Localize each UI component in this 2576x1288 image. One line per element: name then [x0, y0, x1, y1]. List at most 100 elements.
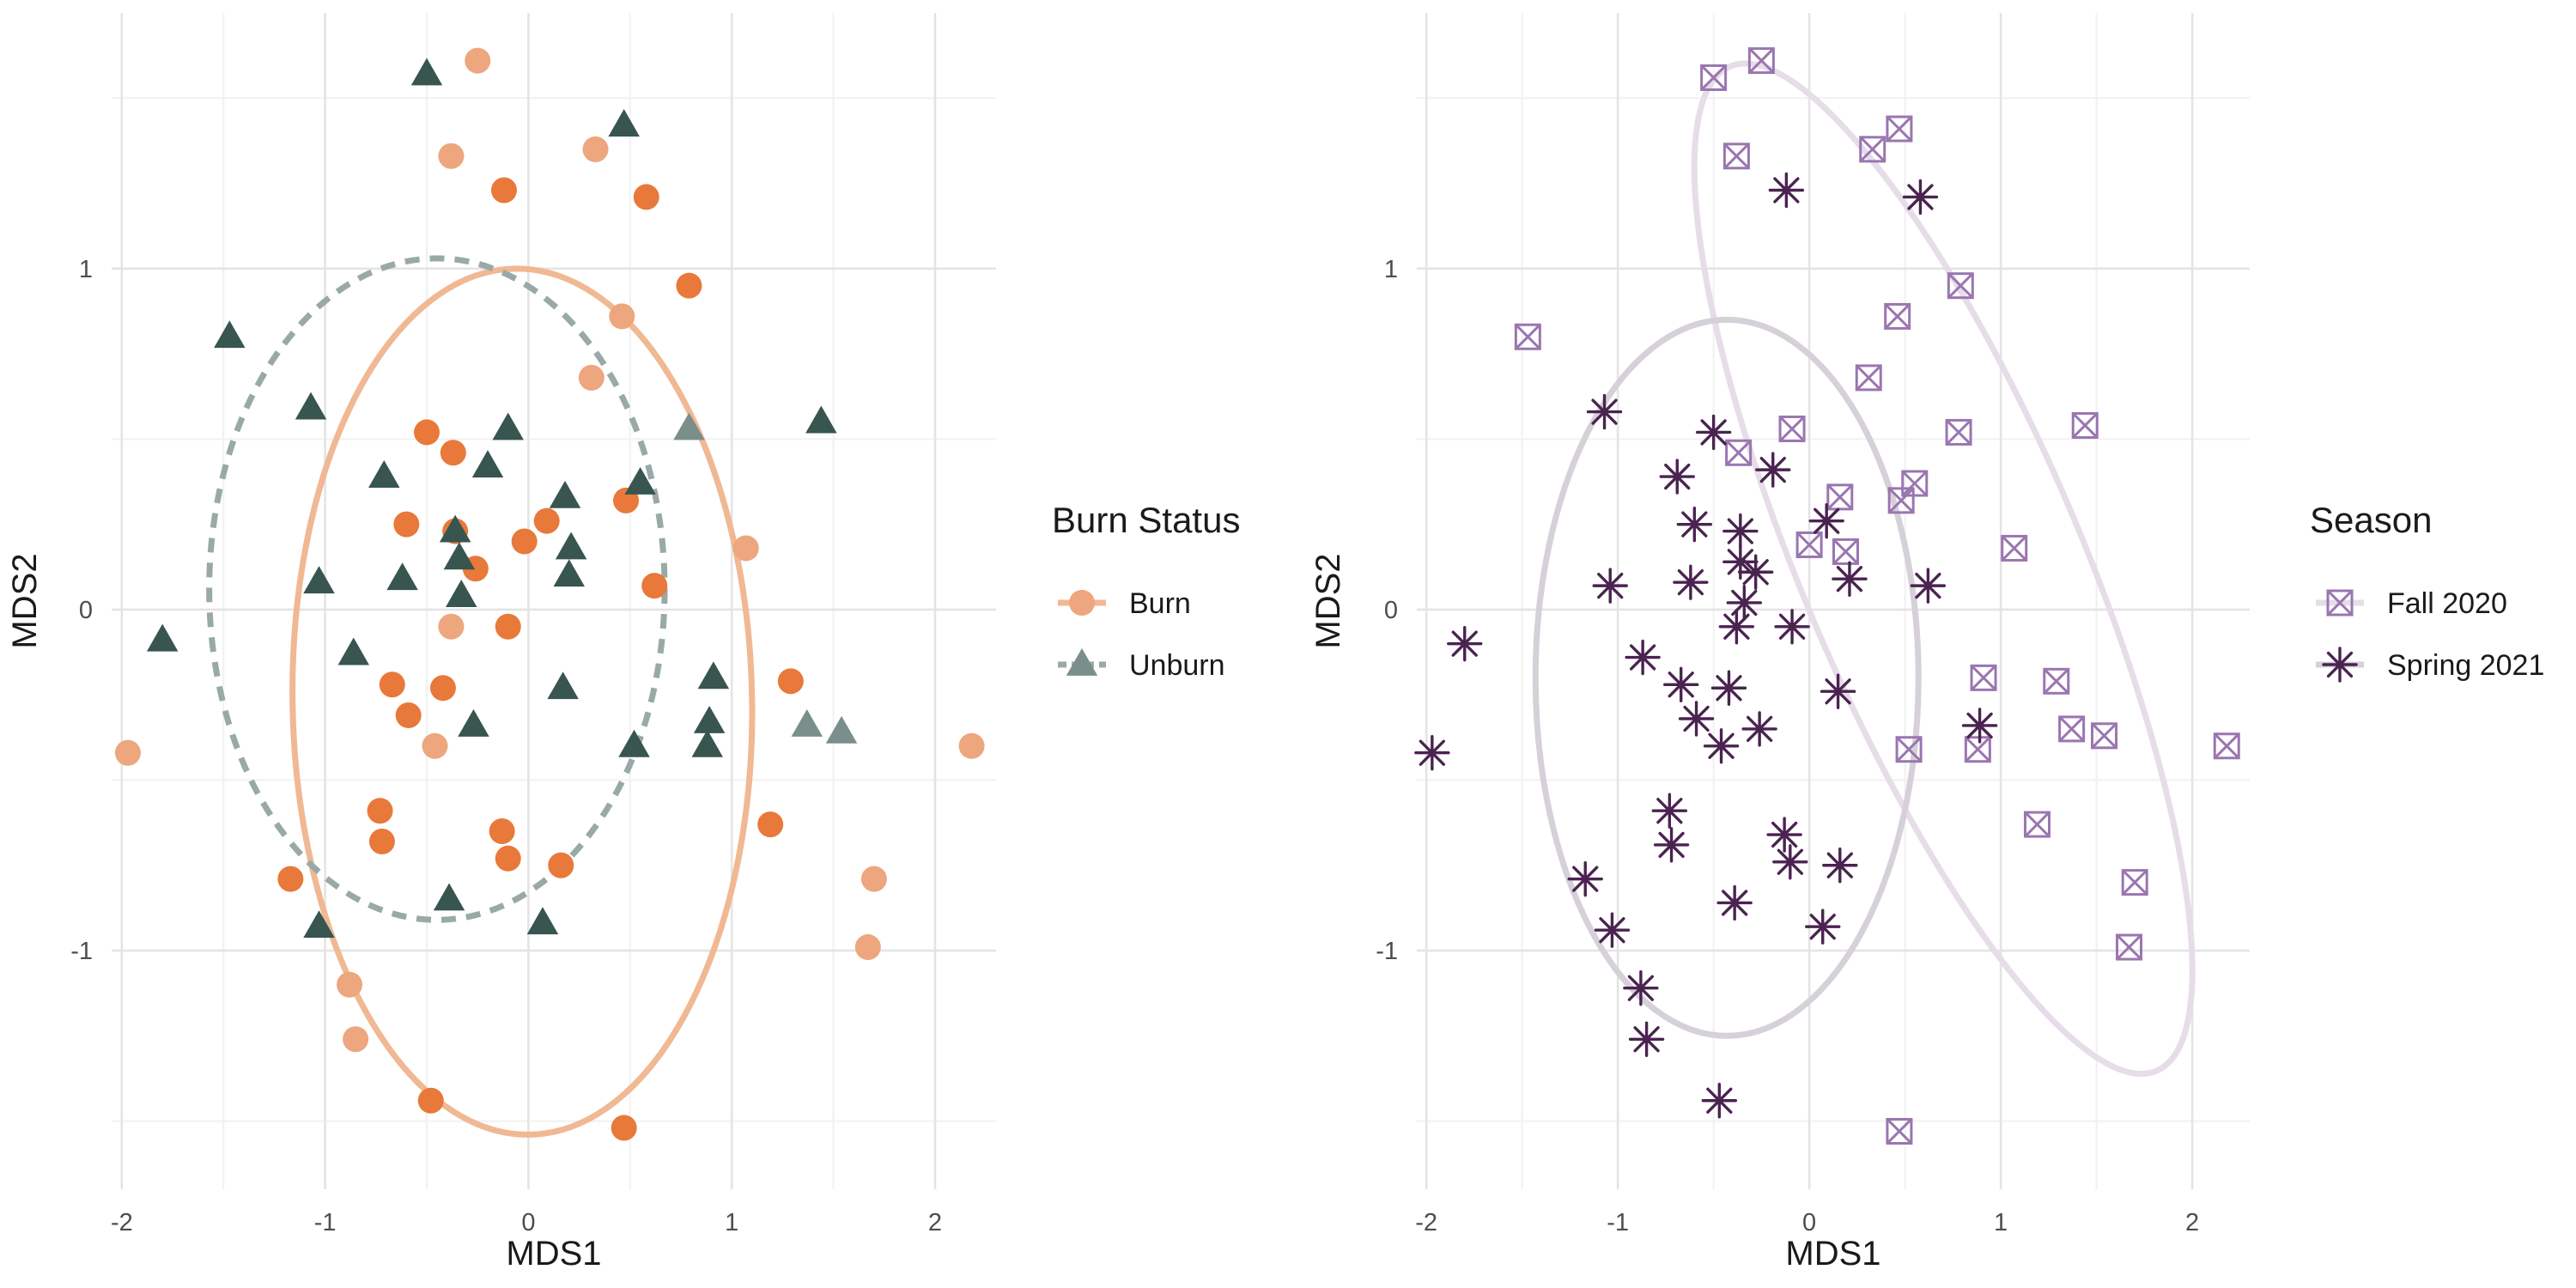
point-spring-2021	[1695, 414, 1732, 451]
point-unburn	[368, 460, 400, 488]
point-unburn	[410, 58, 443, 86]
point-spring-2021	[1623, 970, 1659, 1006]
point-unburn	[303, 910, 335, 939]
ellipse-fall-2020	[1691, 60, 2196, 1078]
point-burn	[958, 732, 985, 759]
x-tick-label: -2	[111, 1209, 133, 1236]
point-spring-2021	[1774, 609, 1810, 645]
legend: Burn Status Burn Unburn	[1052, 500, 1240, 682]
point-unburn	[673, 412, 705, 440]
right-panel: -2 -1 0 1 2 -1 0 1 MDS1 MDS2 Season Fall 2020 Spring…	[1309, 13, 2544, 1273]
ellipse-unburn	[206, 255, 668, 923]
point-unburn	[549, 480, 581, 508]
ellipse-burn	[289, 265, 756, 1138]
point-unburn	[492, 412, 524, 440]
y-tick-label: 1	[79, 256, 93, 283]
point-fall-2020	[2121, 869, 2148, 896]
legend-label: Fall 2020	[2387, 587, 2507, 620]
legend-key-marker	[1066, 648, 1098, 676]
legend-title: Season	[2310, 500, 2432, 540]
point-fall-2020	[1886, 115, 1913, 143]
point-spring-2021	[1673, 564, 1709, 600]
series-unburn	[146, 58, 858, 939]
point-spring-2021	[1722, 544, 1759, 580]
point-burn	[465, 47, 491, 74]
point-unburn	[618, 729, 650, 757]
point-fall-2020	[1970, 664, 1997, 691]
point-burn	[611, 1115, 637, 1141]
legend-item-unburn: Unburn	[1058, 648, 1225, 682]
point-unburn	[146, 623, 179, 652]
point-spring-2021	[1961, 708, 1998, 744]
x-tick-label: 1	[725, 1209, 738, 1236]
point-burn	[489, 818, 515, 845]
point-unburn	[443, 542, 476, 570]
point-burn	[395, 702, 422, 729]
y-tick-label: 1	[1384, 256, 1398, 283]
point-spring-2021	[1592, 568, 1628, 604]
point-spring-2021	[1625, 639, 1661, 676]
point-fall-2020	[1722, 143, 1750, 170]
point-fall-2020	[2213, 732, 2240, 760]
point-fall-2020	[2043, 667, 2070, 695]
point-spring-2021	[1722, 513, 1759, 550]
point-fall-2020	[1901, 470, 1929, 497]
point-burn	[609, 303, 635, 330]
point-fall-2020	[1514, 323, 1541, 350]
point-spring-2021	[1910, 568, 1947, 604]
point-spring-2021	[1676, 506, 1713, 543]
point-unburn	[386, 562, 418, 591]
ellipse-spring-2021	[1532, 316, 1922, 1039]
point-spring-2021	[1594, 912, 1631, 948]
point-spring-2021	[1701, 1083, 1738, 1119]
point-unburn	[825, 715, 858, 744]
point-burn	[393, 511, 420, 538]
point-burn	[440, 440, 466, 466]
point-burn	[343, 1026, 369, 1053]
point-spring-2021	[1586, 393, 1623, 430]
point-spring-2021	[1808, 502, 1844, 539]
legend-key-marker	[1069, 590, 1095, 616]
point-burn	[277, 866, 304, 892]
point-burn	[578, 364, 605, 391]
point-fall-2020	[1964, 736, 1991, 763]
point-spring-2021	[1628, 1021, 1665, 1057]
point-burn	[757, 811, 784, 838]
point-unburn	[624, 467, 656, 495]
point-unburn	[553, 559, 585, 587]
point-fall-2020	[1795, 531, 1823, 558]
point-unburn	[446, 580, 477, 607]
legend-key-marker	[2326, 589, 2354, 617]
point-fall-2020	[1886, 1117, 1913, 1145]
point-fall-2020	[1887, 487, 1915, 514]
point-burn	[777, 668, 804, 695]
point-burn	[337, 971, 363, 998]
point-spring-2021	[1768, 172, 1805, 209]
point-fall-2020	[2001, 534, 2028, 562]
point-burn	[414, 419, 440, 446]
point-burn	[676, 272, 702, 299]
point-unburn	[471, 450, 504, 478]
point-burn	[379, 671, 405, 698]
point-fall-2020	[1945, 418, 1972, 446]
point-burn	[633, 184, 659, 210]
x-tick-label: -2	[1415, 1209, 1437, 1236]
point-burn	[854, 934, 881, 961]
point-burn	[417, 1087, 444, 1114]
point-fall-2020	[2023, 811, 2050, 838]
point-fall-2020	[1855, 364, 1882, 392]
point-fall-2020	[1725, 439, 1753, 466]
point-spring-2021	[1726, 585, 1763, 621]
point-unburn	[791, 708, 823, 737]
point-fall-2020	[1700, 64, 1728, 91]
legend-title: Burn Status	[1052, 500, 1240, 540]
point-unburn	[691, 729, 724, 757]
point-unburn	[526, 907, 559, 935]
point-spring-2021	[1755, 452, 1791, 488]
point-burn	[582, 136, 609, 162]
point-fall-2020	[2071, 411, 2099, 439]
grid	[1417, 13, 2250, 1189]
point-unburn	[337, 637, 370, 665]
point-burn	[429, 675, 456, 702]
